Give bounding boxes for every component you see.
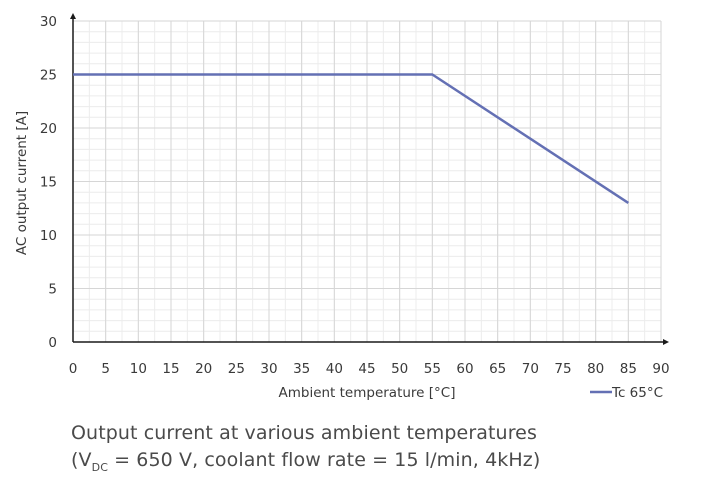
x-tick-label: 70 [522, 361, 539, 377]
x-tick-label: 35 [293, 361, 310, 377]
x-tick-label: 5 [101, 361, 110, 377]
x-tick-label: 40 [326, 361, 343, 377]
y-tick-label: 0 [48, 335, 57, 351]
axes [70, 13, 669, 345]
x-tick-label: 80 [587, 361, 604, 377]
x-tick-label: 90 [652, 361, 669, 377]
y-axis-arrow [70, 13, 76, 19]
x-tick-label: 85 [620, 361, 637, 377]
y-tick-labels: 0 5 10 15 20 25 30 [40, 14, 57, 351]
x-tick-label: 20 [195, 361, 212, 377]
grid-major [72, 20, 662, 343]
caption-line-2: (VDC = 650 V, coolant flow rate = 15 l/m… [71, 447, 691, 481]
y-tick-label: 20 [40, 121, 57, 137]
x-tick-label: 55 [424, 361, 441, 377]
legend: Tc 65°C [590, 385, 663, 401]
x-tick-label: 25 [228, 361, 245, 377]
legend-label: Tc 65°C [611, 385, 663, 401]
caption-prefix: (V [71, 449, 92, 471]
x-axis-arrow [663, 339, 669, 345]
chart: 0 5 10 15 20 25 30 0 5 10 15 20 25 30 35 40 45 50 55 60 65 7… [14, 13, 670, 401]
x-tick-label: 65 [489, 361, 506, 377]
x-tick-labels: 0 5 10 15 20 25 30 35 40 45 50 55 60 65 70 75 80 85 90 [69, 361, 670, 377]
x-tick-label: 45 [358, 361, 375, 377]
x-tick-label: 30 [260, 361, 277, 377]
series-line [73, 73, 630, 204]
x-tick-label: 0 [69, 361, 78, 377]
y-tick-label: 15 [40, 175, 57, 191]
caption-subscript: DC [91, 461, 108, 474]
y-tick-label: 30 [40, 14, 57, 30]
y-tick-label: 25 [40, 68, 57, 84]
x-tick-label: 50 [391, 361, 408, 377]
y-tick-label: 10 [40, 228, 57, 244]
caption: Output current at various ambient temper… [71, 420, 691, 481]
x-tick-label: 75 [554, 361, 571, 377]
caption-line-1: Output current at various ambient temper… [71, 422, 537, 444]
series-group [73, 73, 630, 204]
x-axis-title: Ambient temperature [°C] [278, 385, 455, 401]
y-axis-title: AC output current [A] [14, 111, 30, 255]
caption-suffix: = 650 V, coolant flow rate = 15 l/min, 4… [107, 449, 541, 471]
y-tick-label: 5 [48, 282, 57, 298]
x-tick-label: 10 [130, 361, 147, 377]
x-tick-label: 60 [456, 361, 473, 377]
x-tick-label: 15 [162, 361, 179, 377]
